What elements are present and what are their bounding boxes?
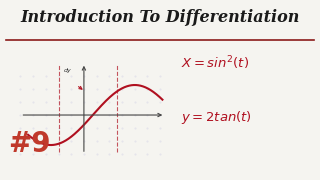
Text: dy: dy [64, 68, 71, 73]
Text: $y = 2\mathit{tan}(t)$: $y = 2\mathit{tan}(t)$ [181, 109, 252, 125]
Text: $X = \mathit{sin}^2(t)$: $X = \mathit{sin}^2(t)$ [181, 54, 249, 72]
Text: #9: #9 [8, 130, 51, 158]
Text: Introduction To Differentiation: Introduction To Differentiation [20, 9, 300, 26]
